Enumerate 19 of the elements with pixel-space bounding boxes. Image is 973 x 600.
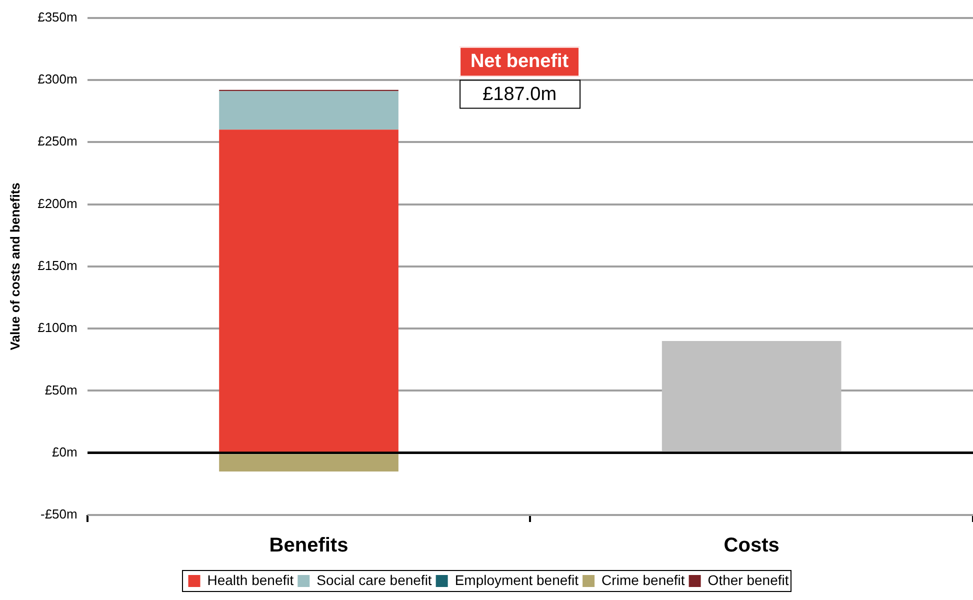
y-tick-label: £100m (38, 320, 78, 336)
legend-label: Crime benefit (602, 572, 685, 588)
annotation: £187.0m (482, 84, 557, 106)
y-tick-label: £0m (52, 444, 78, 460)
legend-label: Other benefit (708, 572, 789, 588)
y-tick-label: £150m (38, 258, 78, 273)
legend-label: Health benefit (207, 572, 294, 588)
x-tick-label: Costs (724, 534, 780, 557)
legend-label: Social care benefit (316, 572, 432, 588)
x-tick-label: Benefits (269, 534, 348, 557)
annotation: Net benefit (470, 51, 570, 72)
y-tick-label: £200m (38, 196, 78, 211)
y-tick-label: £250m (38, 134, 78, 149)
y-tick-label: £300m (38, 72, 78, 87)
y-tick-label: £50m (44, 382, 78, 398)
y-axis-title: Value of costs and benefits (7, 182, 22, 350)
legend-label: Employment benefit (454, 572, 579, 588)
y-tick-label: £350m (38, 9, 78, 24)
y-tick-label: -£50m (40, 506, 78, 522)
